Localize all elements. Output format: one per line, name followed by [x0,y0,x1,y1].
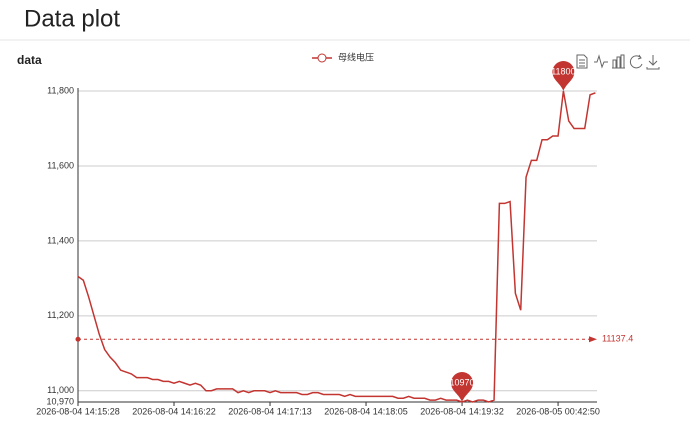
y-tick-label: 11,000 [47,385,74,395]
restore-icon[interactable] [629,54,643,69]
legend-symbol [317,53,327,63]
series-line [77,90,596,403]
y-tick-label: 11,200 [47,310,74,320]
bar-icon[interactable] [612,54,625,69]
x-tick-label: 2026-08-04 14:19:32 [420,406,504,416]
save-icon[interactable] [646,55,660,70]
x-tick-label: 2026-08-05 00:42:50 [516,406,600,416]
y-tick-label: 11,400 [47,235,74,245]
page-title: Data plot [24,5,120,32]
mean-arrow [589,336,597,343]
y-tick-label: 11,800 [47,85,74,95]
toolbox [576,54,660,70]
pin [552,61,575,91]
pin-label: 11800 [551,66,575,76]
x-tick-label: 2026-08-04 14:18:05 [324,406,408,416]
y-tick-label: 10,970 [46,396,74,406]
legend-label: 母线电压 [338,51,374,62]
pin [451,372,474,402]
mean-start [75,336,81,342]
x-tick-label: 2026-08-04 14:16:22 [132,406,216,416]
y-tick-label: 11,600 [47,160,74,170]
x-tick-label: 2026-08-04 14:17:13 [228,406,312,416]
line-icon[interactable] [594,54,608,69]
x-tick-label: 2026-08-04 14:15:28 [36,406,120,416]
pin-label: 10970 [450,377,475,387]
mean-label: 11137.4 [602,334,633,344]
chart-title: data [17,53,42,67]
data-view-icon[interactable] [576,54,588,69]
